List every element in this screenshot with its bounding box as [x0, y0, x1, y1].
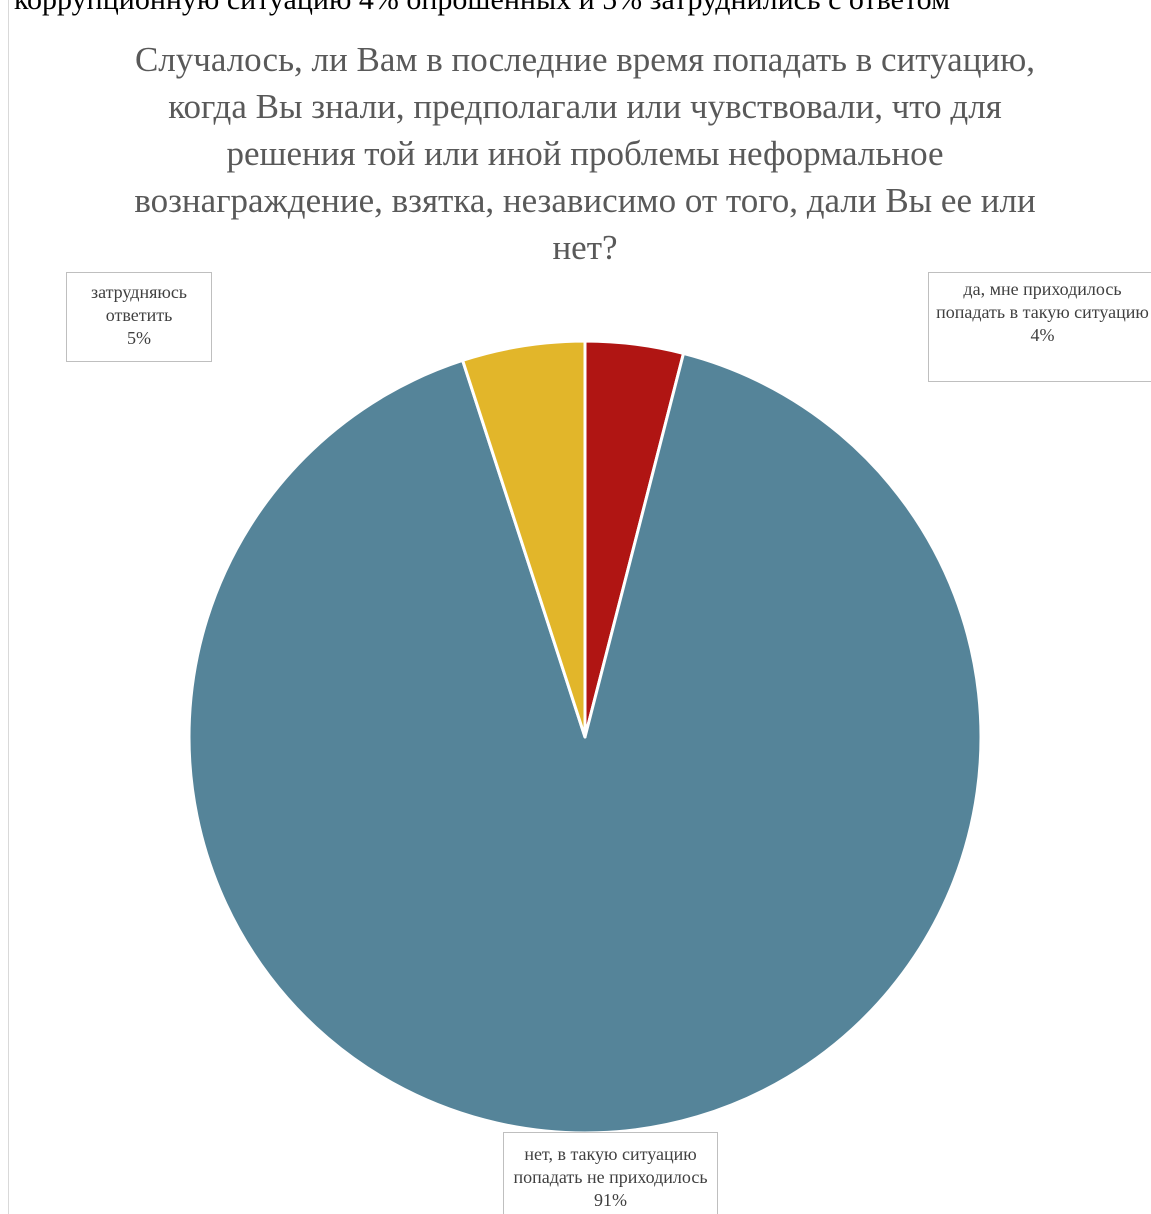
data-label-no: нет, в такую ситуацию попадать не приход…	[503, 1132, 718, 1214]
chart-frame	[8, 0, 1151, 1214]
pie-slice-unsure	[461, 339, 587, 739]
data-label-yes-value: 4%	[1030, 325, 1055, 345]
data-label-no-name: нет, в такую ситуацию попадать не приход…	[513, 1144, 708, 1187]
data-label-yes-name: да, мне приходилось попадать в такую сит…	[936, 279, 1149, 322]
data-label-unsure-value: 5%	[127, 328, 151, 348]
data-label-unsure-name: затрудняюсь ответить	[90, 282, 188, 325]
chart-title: Случалось, ли Вам в последние время попа…	[134, 40, 1036, 267]
data-label-no-value: 91%	[594, 1190, 627, 1210]
data-label-yes: да, мне приходилось попадать в такую сит…	[928, 272, 1151, 382]
page-text-fragment: коррупционную ситуацию 4% опрошенных и 5…	[14, 0, 950, 18]
data-label-unsure: затрудняюсь ответить 5%	[66, 272, 212, 362]
